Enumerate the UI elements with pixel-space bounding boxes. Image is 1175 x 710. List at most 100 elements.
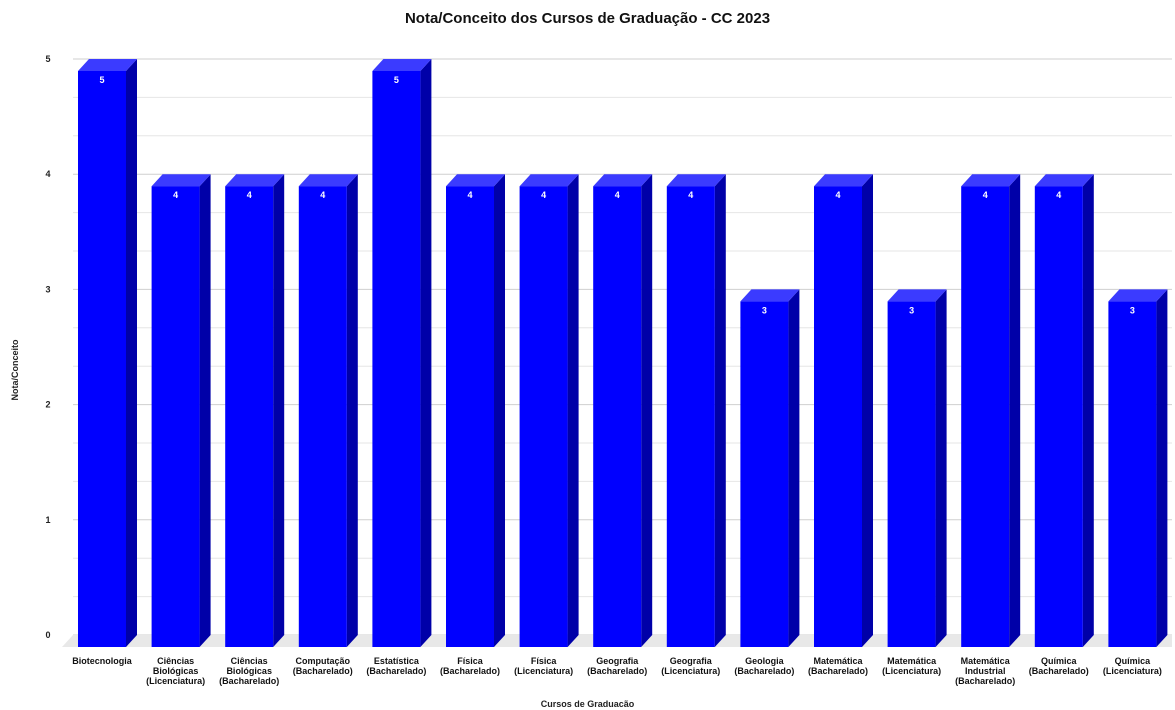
bar: 4 (151, 174, 211, 647)
x-category-label: Física (Licenciatura) (514, 656, 573, 676)
x-category-label: Ciências Biológicas (Bacharelado) (219, 656, 279, 686)
x-category-label: Química (Bacharelado) (1029, 656, 1089, 676)
x-category-label: Matemática (Bacharelado) (808, 656, 868, 676)
bar-top-face (593, 174, 653, 187)
bar-side-face (1156, 289, 1168, 647)
bar-front-face (298, 186, 347, 647)
x-category-label: Geografia (Licenciatura) (661, 656, 720, 676)
bar-front-face (78, 71, 126, 647)
bar-top-face (666, 174, 726, 187)
bar-top-face (740, 289, 800, 302)
bar-top-face (446, 174, 505, 187)
bar-top-face (298, 174, 358, 187)
y-tick-label: 5 (45, 54, 50, 64)
x-category-label: Estatística (Bacharelado) (366, 656, 426, 676)
bar-front-face (593, 186, 642, 647)
bar-front-face (225, 186, 274, 647)
bar: 4 (446, 174, 505, 647)
bar-side-face (935, 289, 947, 647)
bar-front-face (446, 186, 494, 647)
bar-front-face (740, 301, 789, 647)
x-category-label: Matemática Industrial (Bacharelado) (955, 656, 1015, 686)
bar-front-face (372, 71, 421, 647)
bar-front-face (151, 186, 200, 647)
data-label: 3 (1130, 305, 1135, 315)
bar-side-face (273, 174, 285, 647)
data-label: 4 (541, 190, 546, 200)
bar: 5 (372, 59, 432, 647)
y-tick-label: 3 (45, 284, 50, 294)
data-label: 4 (615, 190, 620, 200)
bar: 3 (740, 289, 800, 647)
y-tick-label: 0 (45, 630, 50, 640)
data-label: 4 (247, 190, 252, 200)
bar: 4 (1034, 174, 1094, 647)
data-label: 4 (320, 190, 325, 200)
data-label: 3 (909, 305, 914, 315)
bar-side-face (199, 174, 211, 647)
data-label: 4 (1056, 190, 1061, 200)
bar-side-face (714, 174, 726, 647)
x-category-label: Matemática (Licenciatura) (882, 656, 941, 676)
bar-side-face (126, 59, 137, 647)
y-tick-label: 1 (45, 515, 50, 525)
bar: 4 (225, 174, 285, 647)
y-tick-label: 4 (45, 169, 50, 179)
chart-title: Nota/Conceito dos Cursos de Graduação - … (404, 10, 771, 27)
bar-side-face (567, 174, 579, 647)
bar-front-face (1034, 186, 1083, 647)
x-category-label: Ciências Biológicas (Licenciatura) (146, 656, 205, 686)
bar-top-face (1108, 289, 1168, 302)
bar-front-face (814, 186, 862, 647)
y-tick-label: 2 (45, 400, 50, 410)
bar-side-face (862, 174, 873, 647)
bar-front-face (961, 186, 1010, 647)
bar-side-face (420, 59, 432, 647)
bar-front-face (519, 186, 568, 647)
bar-top-face (151, 174, 211, 187)
x-axis-label: Cursos de Graduacão (540, 699, 635, 709)
data-label: 5 (394, 75, 399, 85)
bar-front-face (1108, 301, 1157, 647)
bar-top-face (887, 289, 947, 302)
bar: 4 (814, 174, 873, 647)
bar: 4 (961, 174, 1021, 647)
data-label: 4 (688, 190, 693, 200)
bar-side-face (788, 289, 800, 647)
bar-top-face (961, 174, 1021, 187)
data-label: 3 (762, 305, 767, 315)
x-category-label: Física (Bacharelado) (440, 656, 500, 676)
bar-top-face (1034, 174, 1094, 187)
bar: 3 (887, 289, 947, 647)
x-category-label: Geologia (Bacharelado) (734, 656, 794, 676)
x-axis-categories: Biotecnologia Ciências Biológicas (Licencia… (72, 656, 1162, 686)
data-label: 5 (99, 75, 104, 85)
bar: 4 (666, 174, 726, 647)
x-category-label: Geografia (Bacharelado) (587, 656, 647, 676)
bar: 4 (593, 174, 653, 647)
bar: 3 (1108, 289, 1168, 647)
bar-top-face (78, 59, 137, 71)
bar-side-face (494, 174, 505, 647)
bar: 5 (78, 59, 137, 647)
data-label: 4 (835, 190, 840, 200)
x-category-label: Química (Licenciatura) (1103, 656, 1162, 676)
data-label: 4 (467, 190, 472, 200)
bar-top-face (372, 59, 432, 71)
y-axis-ticks: 0 1 2 3 4 5 (45, 54, 50, 640)
bar-side-face (641, 174, 653, 647)
bar-side-face (1009, 174, 1021, 647)
data-label: 4 (983, 190, 988, 200)
bar-side-face (1082, 174, 1094, 647)
bar: 4 (298, 174, 358, 647)
data-label: 4 (173, 190, 178, 200)
bar: 4 (519, 174, 579, 647)
x-category-label: Biotecnologia (72, 656, 132, 666)
bar-top-face (814, 174, 873, 187)
bars: 5 4 4 4 5 4 4 4 4 3 4 3 4 4 3 (78, 59, 1168, 647)
bar-front-face (887, 301, 936, 647)
bar-top-face (519, 174, 579, 187)
x-category-label: Computação (Bacharelado) (293, 656, 353, 676)
bar-side-face (346, 174, 358, 647)
